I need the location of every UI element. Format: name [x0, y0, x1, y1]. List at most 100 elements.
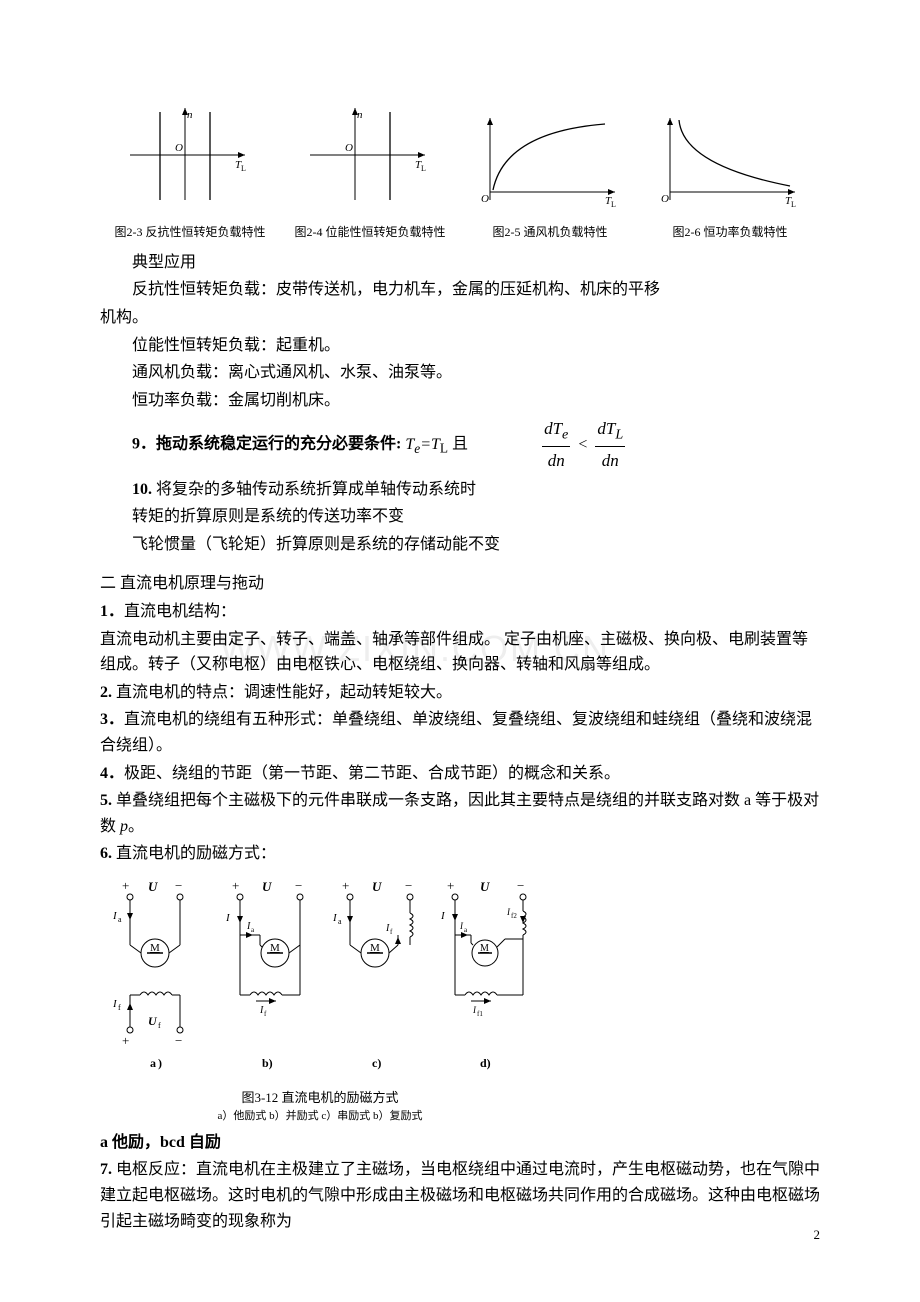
- svg-text:I: I: [225, 912, 231, 924]
- fig-2-6-svg: T L O: [655, 110, 805, 210]
- svg-text:I: I: [440, 910, 446, 922]
- section-2-title: 二 直流电机原理与拖动: [100, 571, 820, 597]
- f-sub1: e: [562, 427, 568, 443]
- svg-text:O: O: [345, 142, 353, 154]
- f-lt: <: [578, 436, 587, 453]
- svg-text:U: U: [372, 879, 382, 894]
- s2-6-num: 6.: [100, 845, 112, 862]
- s2-item1-body: 直流电动机主要由定子、转子、端盖、轴承等部件组成。 定子由机座、主磁极、换向极、…: [100, 627, 820, 678]
- fig-3-12-sub: a）他励式 b）并励式 c）串励式 b）复励式: [100, 1108, 540, 1126]
- svg-text:U: U: [148, 1014, 158, 1028]
- p-typical-app: 典型应用: [100, 250, 820, 276]
- svg-text:+: +: [447, 878, 454, 893]
- svg-text:−: −: [175, 1033, 182, 1048]
- svg-text:−: −: [517, 878, 524, 893]
- fig-2-4-caption: 图2-4 位能性恒转矩负载特性: [280, 223, 460, 242]
- s2-7-num: 7.: [100, 1161, 112, 1178]
- fig-2-5: T L O 图2-5 通风机负载特性: [460, 110, 640, 242]
- item-9-text: 拖动系统稳定运行的充分必要条件:: [156, 436, 405, 453]
- item-10-num: 10.: [132, 481, 152, 498]
- svg-text:U: U: [480, 879, 490, 894]
- svg-text:U: U: [148, 879, 158, 894]
- exc-note-text: a 他励，bcd 自励: [100, 1134, 221, 1151]
- svg-text:−: −: [175, 878, 182, 893]
- p-reactive-load: 反抗性恒转矩负载：皮带传送机，电力机车，金属的压延机构、机床的平移: [100, 277, 820, 303]
- s2-6-text: 直流电机的励磁方式：: [112, 845, 276, 862]
- svg-text:O: O: [481, 193, 489, 205]
- item-9-num: 9．: [132, 436, 156, 453]
- item-9-formula-inline: Te=T: [405, 436, 440, 453]
- fig-3-12-caption: 图3-12 直流电机的励磁方式: [100, 1088, 540, 1109]
- fig-2-5-caption: 图2-5 通风机负载特性: [460, 223, 640, 242]
- p-item-10: 10. 将复杂的多轴传动系统折算成单轴传动系统时: [100, 477, 820, 503]
- svg-text:a: a: [338, 917, 342, 926]
- s2-item4: 4．极距、绕组的节距（第一节距、第二节距、合成节距）的概念和关系。: [100, 761, 820, 787]
- svg-text:a: a: [464, 926, 468, 934]
- p-torque-rule: 转矩的折算原则是系统的传送功率不变: [100, 504, 820, 530]
- svg-text:+: +: [342, 878, 349, 893]
- p-constpower-load: 恒功率负载：金属切削机床。: [100, 388, 820, 414]
- svg-text:O: O: [175, 142, 183, 154]
- svg-text:L: L: [611, 200, 616, 209]
- s2-item7: 7. 电枢反应：直流电机在主极建立了主磁场，当电枢绕组中通过电流时，产生电枢磁动…: [100, 1157, 820, 1234]
- svg-text:−: −: [405, 878, 412, 893]
- s2-7-text: 电枢反应：直流电机在主极建立了主磁场，当电枢绕组中通过电流时，产生电枢磁动势，也…: [100, 1161, 820, 1229]
- fig-2-5-svg: T L O: [475, 110, 625, 210]
- s2-5-text: 单叠绕组把每个主磁极下的元件串联成一条支路，因此其主要特点是绕组的并联支路对数 …: [100, 792, 819, 835]
- p-reactive-load-2: 机构。: [100, 305, 820, 331]
- f-sub2: L: [615, 427, 623, 443]
- svg-text:f: f: [158, 1021, 161, 1030]
- svg-text:L: L: [241, 164, 246, 173]
- s2-5-p: p: [120, 818, 128, 835]
- panel-a-key: a: [150, 1056, 156, 1070]
- s2-5-num: 5.: [100, 792, 112, 809]
- svg-text:f1: f1: [477, 1010, 483, 1018]
- p-fan-load: 通风机负载：离心式通风机、水泵、油泵等。: [100, 360, 820, 386]
- fig-2-4-svg: n T L O: [300, 100, 440, 210]
- fig-3-12-svg: + − U Ia M + − If Uf: [100, 875, 540, 1075]
- svg-text:L: L: [791, 200, 796, 209]
- item-10-text: 将复杂的多轴传动系统折算成单轴传动系统时: [152, 481, 476, 498]
- svg-text:+: +: [122, 878, 129, 893]
- svg-text:f: f: [264, 1010, 267, 1018]
- s2-excitation-note: a 他励，bcd 自励: [100, 1130, 820, 1156]
- s2-2-text: 直流电机的特点：调速性能好，起动转矩较大。: [112, 684, 452, 701]
- svg-text:): ): [158, 1056, 162, 1070]
- s2-item1: 1．直流电机结构：: [100, 599, 820, 625]
- s2-item5: 5. 单叠绕组把每个主磁极下的元件串联成一条支路，因此其主要特点是绕组的并联支路…: [100, 788, 820, 839]
- svg-text:n: n: [357, 109, 363, 121]
- top-figures-row: n T L O 图2-3 反抗性恒转矩负载特性 n T L O 图2-4 位能性…: [100, 100, 820, 242]
- f-num2: dT: [597, 419, 615, 438]
- f-den1: dn: [542, 447, 570, 474]
- item-9-and: 且: [448, 436, 468, 453]
- svg-text:n: n: [187, 109, 193, 121]
- s2-item6: 6. 直流电机的励磁方式：: [100, 841, 820, 867]
- s2-item2: 2. 直流电机的特点：调速性能好，起动转矩较大。: [100, 680, 820, 706]
- svg-text:M: M: [370, 942, 380, 954]
- svg-text:+: +: [232, 878, 239, 893]
- fig-2-6-caption: 图2-6 恒功率负载特性: [640, 223, 820, 242]
- s2-4-text: 极距、绕组的节距（第一节距、第二节距、合成节距）的概念和关系。: [124, 765, 620, 782]
- svg-text:d): d): [480, 1056, 491, 1070]
- svg-text:a: a: [251, 926, 255, 934]
- svg-text:f: f: [390, 928, 393, 936]
- fig-2-3-svg: n T L O: [120, 100, 260, 210]
- svg-text:+: +: [122, 1033, 129, 1048]
- s2-4-num: 4．: [100, 765, 124, 782]
- s2-5-end: 。: [128, 818, 144, 835]
- p-flywheel-rule: 飞轮惯量（飞轮矩）折算原则是系统的存储动能不变: [100, 532, 820, 558]
- svg-text:c): c): [372, 1056, 381, 1070]
- fig-2-4: n T L O 图2-4 位能性恒转矩负载特性: [280, 100, 460, 242]
- s2-item3: 3．直流电机的绕组有五种形式：单叠绕组、单波绕组、复叠绕组、复波绕组和蛙绕组（叠…: [100, 707, 820, 758]
- svg-text:U: U: [262, 879, 272, 894]
- f-den2: dn: [595, 447, 625, 474]
- page-number: 2: [814, 1225, 821, 1246]
- s2-1-num: 1．: [100, 603, 124, 620]
- fig-2-3-caption: 图2-3 反抗性恒转矩负载特性: [100, 223, 280, 242]
- s2-1-text: 直流电机结构：: [124, 603, 236, 620]
- svg-text:M: M: [480, 943, 489, 954]
- svg-text:f2: f2: [511, 912, 517, 920]
- svg-text:−: −: [295, 878, 302, 893]
- svg-text:L: L: [421, 164, 426, 173]
- fig-2-3: n T L O 图2-3 反抗性恒转矩负载特性: [100, 100, 280, 242]
